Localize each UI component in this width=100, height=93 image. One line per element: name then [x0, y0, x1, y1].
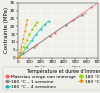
- Legend: Matériau vierge non immergé, 180 °C – 1 semaine, 180 °C – 4 semaines, 180 °C – 1: Matériau vierge non immergé, 180 °C – 1 …: [3, 67, 100, 90]
- Y-axis label: Contrainte (MPa): Contrainte (MPa): [4, 7, 9, 53]
- X-axis label: Déformation (%): Déformation (%): [35, 66, 81, 71]
